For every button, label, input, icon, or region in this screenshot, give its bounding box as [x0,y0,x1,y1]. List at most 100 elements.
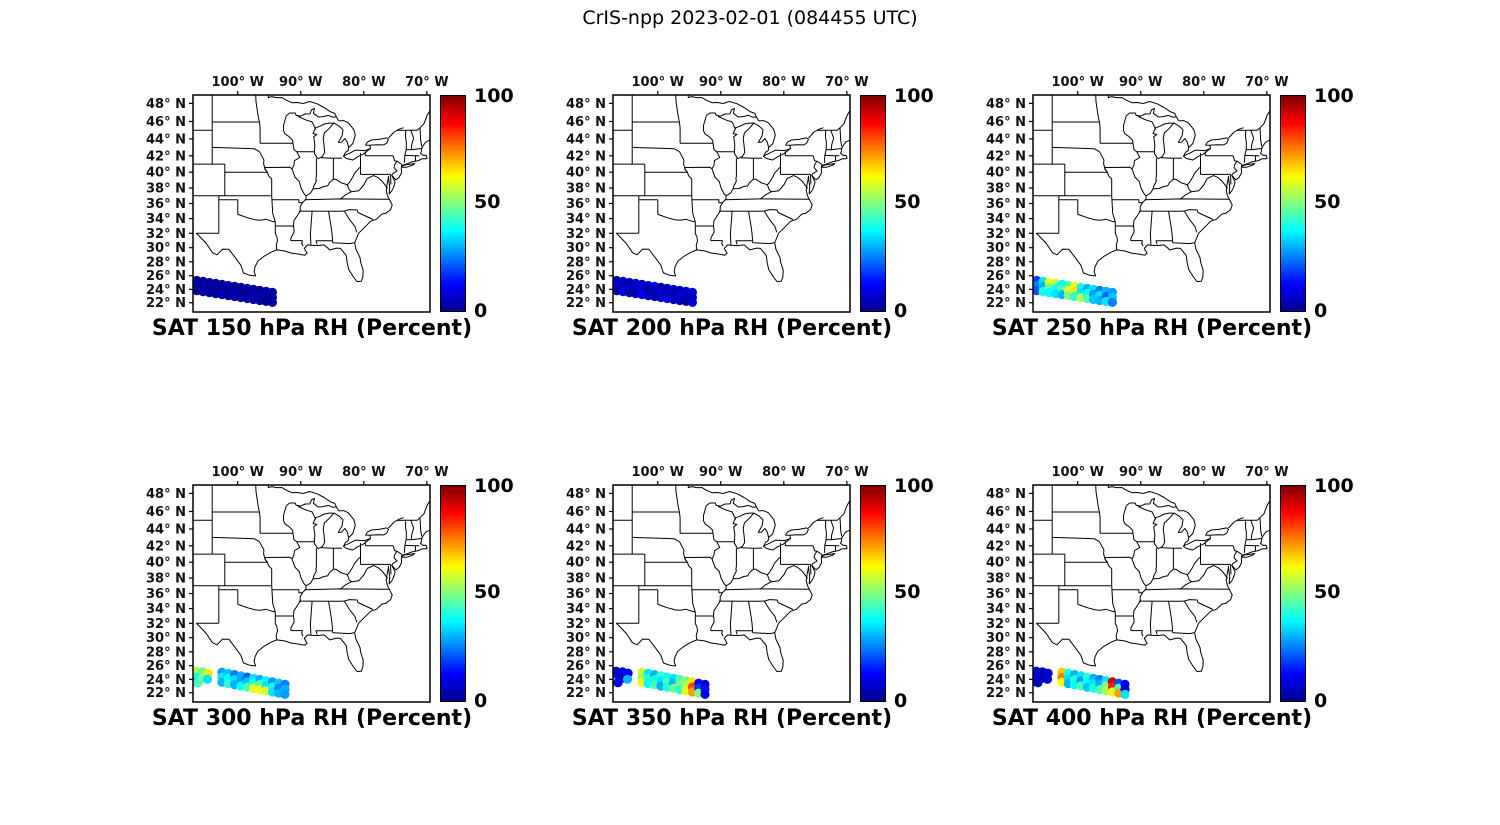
lat-tick-label: 34° N [566,212,606,227]
lat-tick-label: 44° N [146,132,186,147]
map-canvas: 100° W 90° W 80° W 70° W 48° N 46° N 44° N 42° … [146,465,449,703]
lat-tick-label: 40° N [986,166,1026,181]
map-canvas: 100° W 90° W 80° W 70° W 48° N 46° N 44° N 42° … [566,465,869,703]
colorbar-label-mid: 50 [1314,581,1341,603]
lat-tick-label: 44° N [566,522,606,537]
lat-tick-label: 32° N [146,617,186,632]
scatter-swath [193,666,290,699]
lon-tick-label: 80° W [762,75,805,90]
lat-tick-label: 36° N [986,587,1026,602]
lat-tick-label: 40° N [146,556,186,571]
lat-tick-label: 40° N [566,556,606,571]
lat-tick-label: 28° N [986,255,1026,270]
lat-tick-label: 42° N [146,149,186,164]
colorbar-label-max: 100 [474,85,514,107]
lat-tick-label: 34° N [146,602,186,617]
scatter-swath [613,275,697,307]
colorbar [860,95,886,312]
colorbar-label-mid: 50 [474,581,501,603]
lat-tick-label: 36° N [986,197,1026,212]
state-borders [613,485,850,672]
lat-tick-label: 46° N [566,115,606,130]
lat-tick-label: 36° N [146,197,186,212]
lon-tick-label: 70° W [1245,75,1288,90]
lat-tick-label: 38° N [146,572,186,587]
colorbar-label-min: 0 [1314,300,1328,322]
axis-tick-labels: 100° W 90° W 80° W 70° W 48° N 46° N 44° N 42° … [566,465,869,701]
axis-tick-labels: 100° W 90° W 80° W 70° W 48° N 46° N 44° N 42° … [566,75,869,311]
lat-tick-label: 38° N [566,182,606,197]
colorbar [440,95,466,312]
colorbar-label-min: 0 [474,300,488,322]
lat-tick-label: 30° N [986,241,1026,256]
colorbar-label-min: 0 [894,690,908,712]
lon-tick-label: 80° W [342,75,385,90]
lat-tick-label: 30° N [146,241,186,256]
axis-tick-labels: 100° W 90° W 80° W 70° W 48° N 46° N 44° N 42° … [986,465,1289,701]
panel-title: SAT 400 hPa RH (Percent) [991,706,1313,731]
lat-tick-label: 24° N [566,283,606,298]
lat-tick-label: 26° N [566,269,606,284]
colorbar-label-min: 0 [894,300,908,322]
map-panel: 100° W 90° W 80° W 70° W 48° N 46° N 44° N 42° … [558,53,948,353]
lon-tick-label: 80° W [762,465,805,480]
lon-tick-label: 70° W [1245,465,1288,480]
lat-tick-label: 30° N [566,631,606,646]
axis-tick-labels: 100° W 90° W 80° W 70° W 48° N 46° N 44° N 42° … [146,75,449,311]
colorbar [1280,485,1306,702]
scatter-swath [1033,275,1117,307]
panel-title: SAT 200 hPa RH (Percent) [571,316,893,341]
lat-tick-label: 32° N [566,227,606,242]
lat-tick-label: 44° N [986,522,1026,537]
axis-ticks [609,91,848,304]
lat-tick-label: 48° N [146,487,186,502]
lat-tick-label: 24° N [566,673,606,688]
lat-tick-label: 42° N [566,149,606,164]
lat-tick-label: 42° N [146,539,186,554]
panel-title: SAT 250 hPa RH (Percent) [991,316,1313,341]
lat-tick-label: 34° N [146,212,186,227]
lat-tick-label: 48° N [986,97,1026,112]
lat-tick-label: 22° N [986,296,1026,311]
lon-tick-label: 70° W [825,465,868,480]
axis-ticks [609,481,848,694]
lat-tick-label: 32° N [986,227,1026,242]
lat-tick-label: 26° N [566,659,606,674]
lat-tick-label: 22° N [146,296,186,311]
map-frame [192,94,431,313]
colorbar-label-max: 100 [1314,475,1354,497]
panel-title: SAT 150 hPa RH (Percent) [151,316,473,341]
axis-ticks [189,481,428,694]
axis-ticks [1029,481,1268,694]
map-frame [1032,94,1271,313]
lat-tick-label: 34° N [566,602,606,617]
lat-tick-label: 28° N [146,645,186,660]
lat-tick-label: 24° N [146,673,186,688]
lat-tick-label: 22° N [986,686,1026,701]
lon-tick-label: 80° W [1182,75,1225,90]
axis-ticks [1029,91,1268,304]
lon-tick-label: 70° W [825,75,868,90]
lat-tick-label: 46° N [566,505,606,520]
lat-tick-label: 42° N [986,539,1026,554]
lon-tick-label: 90° W [1119,75,1162,90]
lat-tick-label: 26° N [146,269,186,284]
lon-tick-label: 90° W [279,465,322,480]
colorbar-label-mid: 50 [894,581,921,603]
lat-tick-label: 22° N [146,686,186,701]
lon-tick-label: 100° W [631,465,684,480]
lat-tick-label: 48° N [146,97,186,112]
map-canvas: 100° W 90° W 80° W 70° W 48° N 46° N 44° N 42° … [146,75,449,313]
lat-tick-label: 32° N [146,227,186,242]
colorbar-label-min: 0 [474,690,488,712]
map-canvas: 100° W 90° W 80° W 70° W 48° N 46° N 44° N 42° … [986,465,1289,703]
lon-tick-label: 80° W [342,465,385,480]
lon-tick-label: 80° W [1182,465,1225,480]
lat-tick-label: 34° N [986,602,1026,617]
lon-tick-label: 70° W [405,75,448,90]
lat-tick-label: 40° N [566,166,606,181]
lat-tick-label: 36° N [146,587,186,602]
lat-tick-label: 36° N [566,197,606,212]
lat-tick-label: 38° N [986,182,1026,197]
lat-tick-label: 46° N [146,115,186,130]
